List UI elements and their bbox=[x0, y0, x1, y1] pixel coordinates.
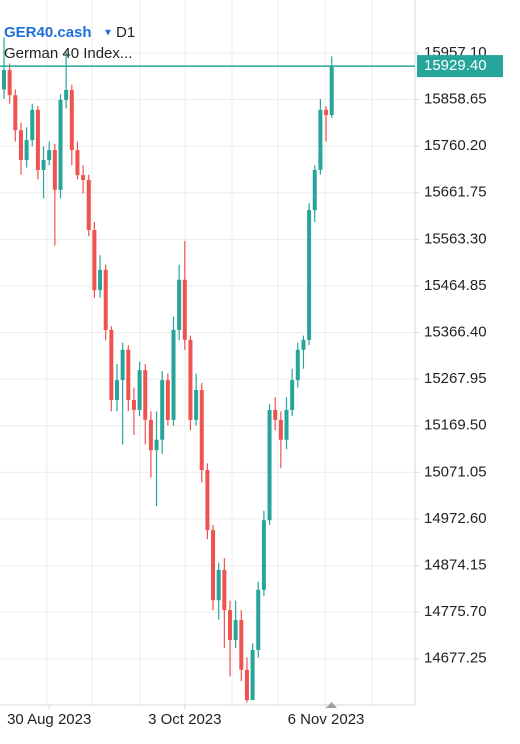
current-price-label: 15929.40 bbox=[424, 57, 487, 74]
candle-body bbox=[211, 530, 216, 601]
candle-body bbox=[261, 520, 266, 590]
y-tick-label: 15169.50 bbox=[424, 417, 487, 434]
candle-body bbox=[160, 380, 165, 440]
candle-body bbox=[250, 649, 255, 701]
candle-body bbox=[92, 230, 97, 291]
candle-body bbox=[2, 70, 6, 90]
candle-body bbox=[216, 569, 221, 601]
y-tick-label: 15563.30 bbox=[424, 230, 487, 247]
y-tick-label: 15366.40 bbox=[424, 324, 487, 341]
dropdown-icon[interactable]: ▼ bbox=[103, 28, 113, 39]
y-tick-label: 15071.05 bbox=[424, 463, 487, 480]
candle-body bbox=[318, 109, 323, 170]
candle-body bbox=[24, 140, 29, 161]
y-tick-label: 14775.70 bbox=[424, 603, 487, 620]
candle-body bbox=[177, 279, 182, 330]
candle-body bbox=[182, 279, 187, 340]
y-tick-label: 15858.65 bbox=[424, 91, 487, 108]
candle-body bbox=[126, 349, 131, 400]
candle-body bbox=[131, 399, 136, 410]
candle-body bbox=[103, 269, 108, 330]
grid bbox=[0, 52, 419, 660]
candle-body bbox=[199, 390, 204, 471]
candle-body bbox=[273, 409, 278, 420]
candle-body bbox=[312, 169, 317, 211]
y-tick-label: 15464.85 bbox=[424, 277, 487, 294]
x-tick-label: 30 Aug 2023 bbox=[7, 711, 91, 728]
candle-body bbox=[233, 620, 238, 640]
candle-body bbox=[18, 130, 23, 161]
candle-body bbox=[290, 380, 295, 410]
y-tick-label: 15661.75 bbox=[424, 184, 487, 201]
candle-body bbox=[154, 439, 159, 451]
candle-body bbox=[52, 150, 57, 190]
candle-body bbox=[324, 109, 329, 116]
candle-body bbox=[98, 269, 103, 291]
candle-body bbox=[188, 339, 193, 420]
labels: 15957.1015858.6515760.2015661.7515563.30… bbox=[0, 44, 503, 728]
x-tick-label: 3 Oct 2023 bbox=[148, 711, 221, 728]
y-tick-label: 14677.25 bbox=[424, 650, 487, 667]
candle-body bbox=[256, 589, 261, 650]
y-tick-label: 14972.60 bbox=[424, 510, 487, 527]
candle-body bbox=[75, 150, 80, 176]
candle-body bbox=[228, 610, 232, 640]
candle-body bbox=[7, 70, 12, 96]
candle-body bbox=[64, 89, 69, 100]
candle-body bbox=[239, 620, 244, 670]
candle-body bbox=[244, 669, 249, 701]
candle-body bbox=[137, 370, 142, 410]
candle-body bbox=[301, 339, 306, 350]
candle-body bbox=[120, 349, 125, 381]
current-bar-marker bbox=[326, 702, 337, 708]
candle-body bbox=[329, 66, 334, 116]
candle-body bbox=[295, 349, 300, 381]
candle-body bbox=[13, 95, 18, 131]
candle-body bbox=[81, 175, 86, 180]
candle-body bbox=[194, 390, 199, 420]
time-grid bbox=[46, 0, 373, 705]
candle-body bbox=[307, 210, 312, 340]
candle-body bbox=[109, 329, 114, 400]
candle-body bbox=[41, 160, 46, 170]
timeframe[interactable]: D1 bbox=[116, 24, 135, 41]
symbol[interactable]: GER40.cash bbox=[4, 24, 92, 41]
candle-body bbox=[165, 380, 170, 420]
candle-body bbox=[115, 380, 119, 400]
current-price-tag bbox=[417, 55, 503, 78]
y-tick-label: 14874.15 bbox=[424, 557, 487, 574]
candle-body bbox=[171, 329, 176, 420]
description: German 40 Index... bbox=[4, 45, 132, 62]
candle-body bbox=[86, 179, 91, 231]
candle-body bbox=[143, 370, 148, 420]
candle-body bbox=[69, 89, 74, 151]
candle-body bbox=[47, 150, 52, 161]
candle-body bbox=[58, 99, 63, 190]
candle-body bbox=[284, 409, 289, 440]
x-tick-label: 6 Nov 2023 bbox=[288, 711, 365, 728]
candle-body bbox=[148, 419, 153, 451]
y-tick-label: 15760.20 bbox=[424, 137, 487, 154]
candle-body bbox=[35, 109, 40, 170]
y-tick-label: 15267.95 bbox=[424, 370, 487, 387]
candles bbox=[2, 37, 334, 703]
candle-body bbox=[278, 419, 283, 440]
candle-body bbox=[222, 569, 227, 611]
candle-body bbox=[267, 409, 272, 521]
candle-body bbox=[205, 470, 210, 531]
candle-body bbox=[30, 109, 35, 141]
